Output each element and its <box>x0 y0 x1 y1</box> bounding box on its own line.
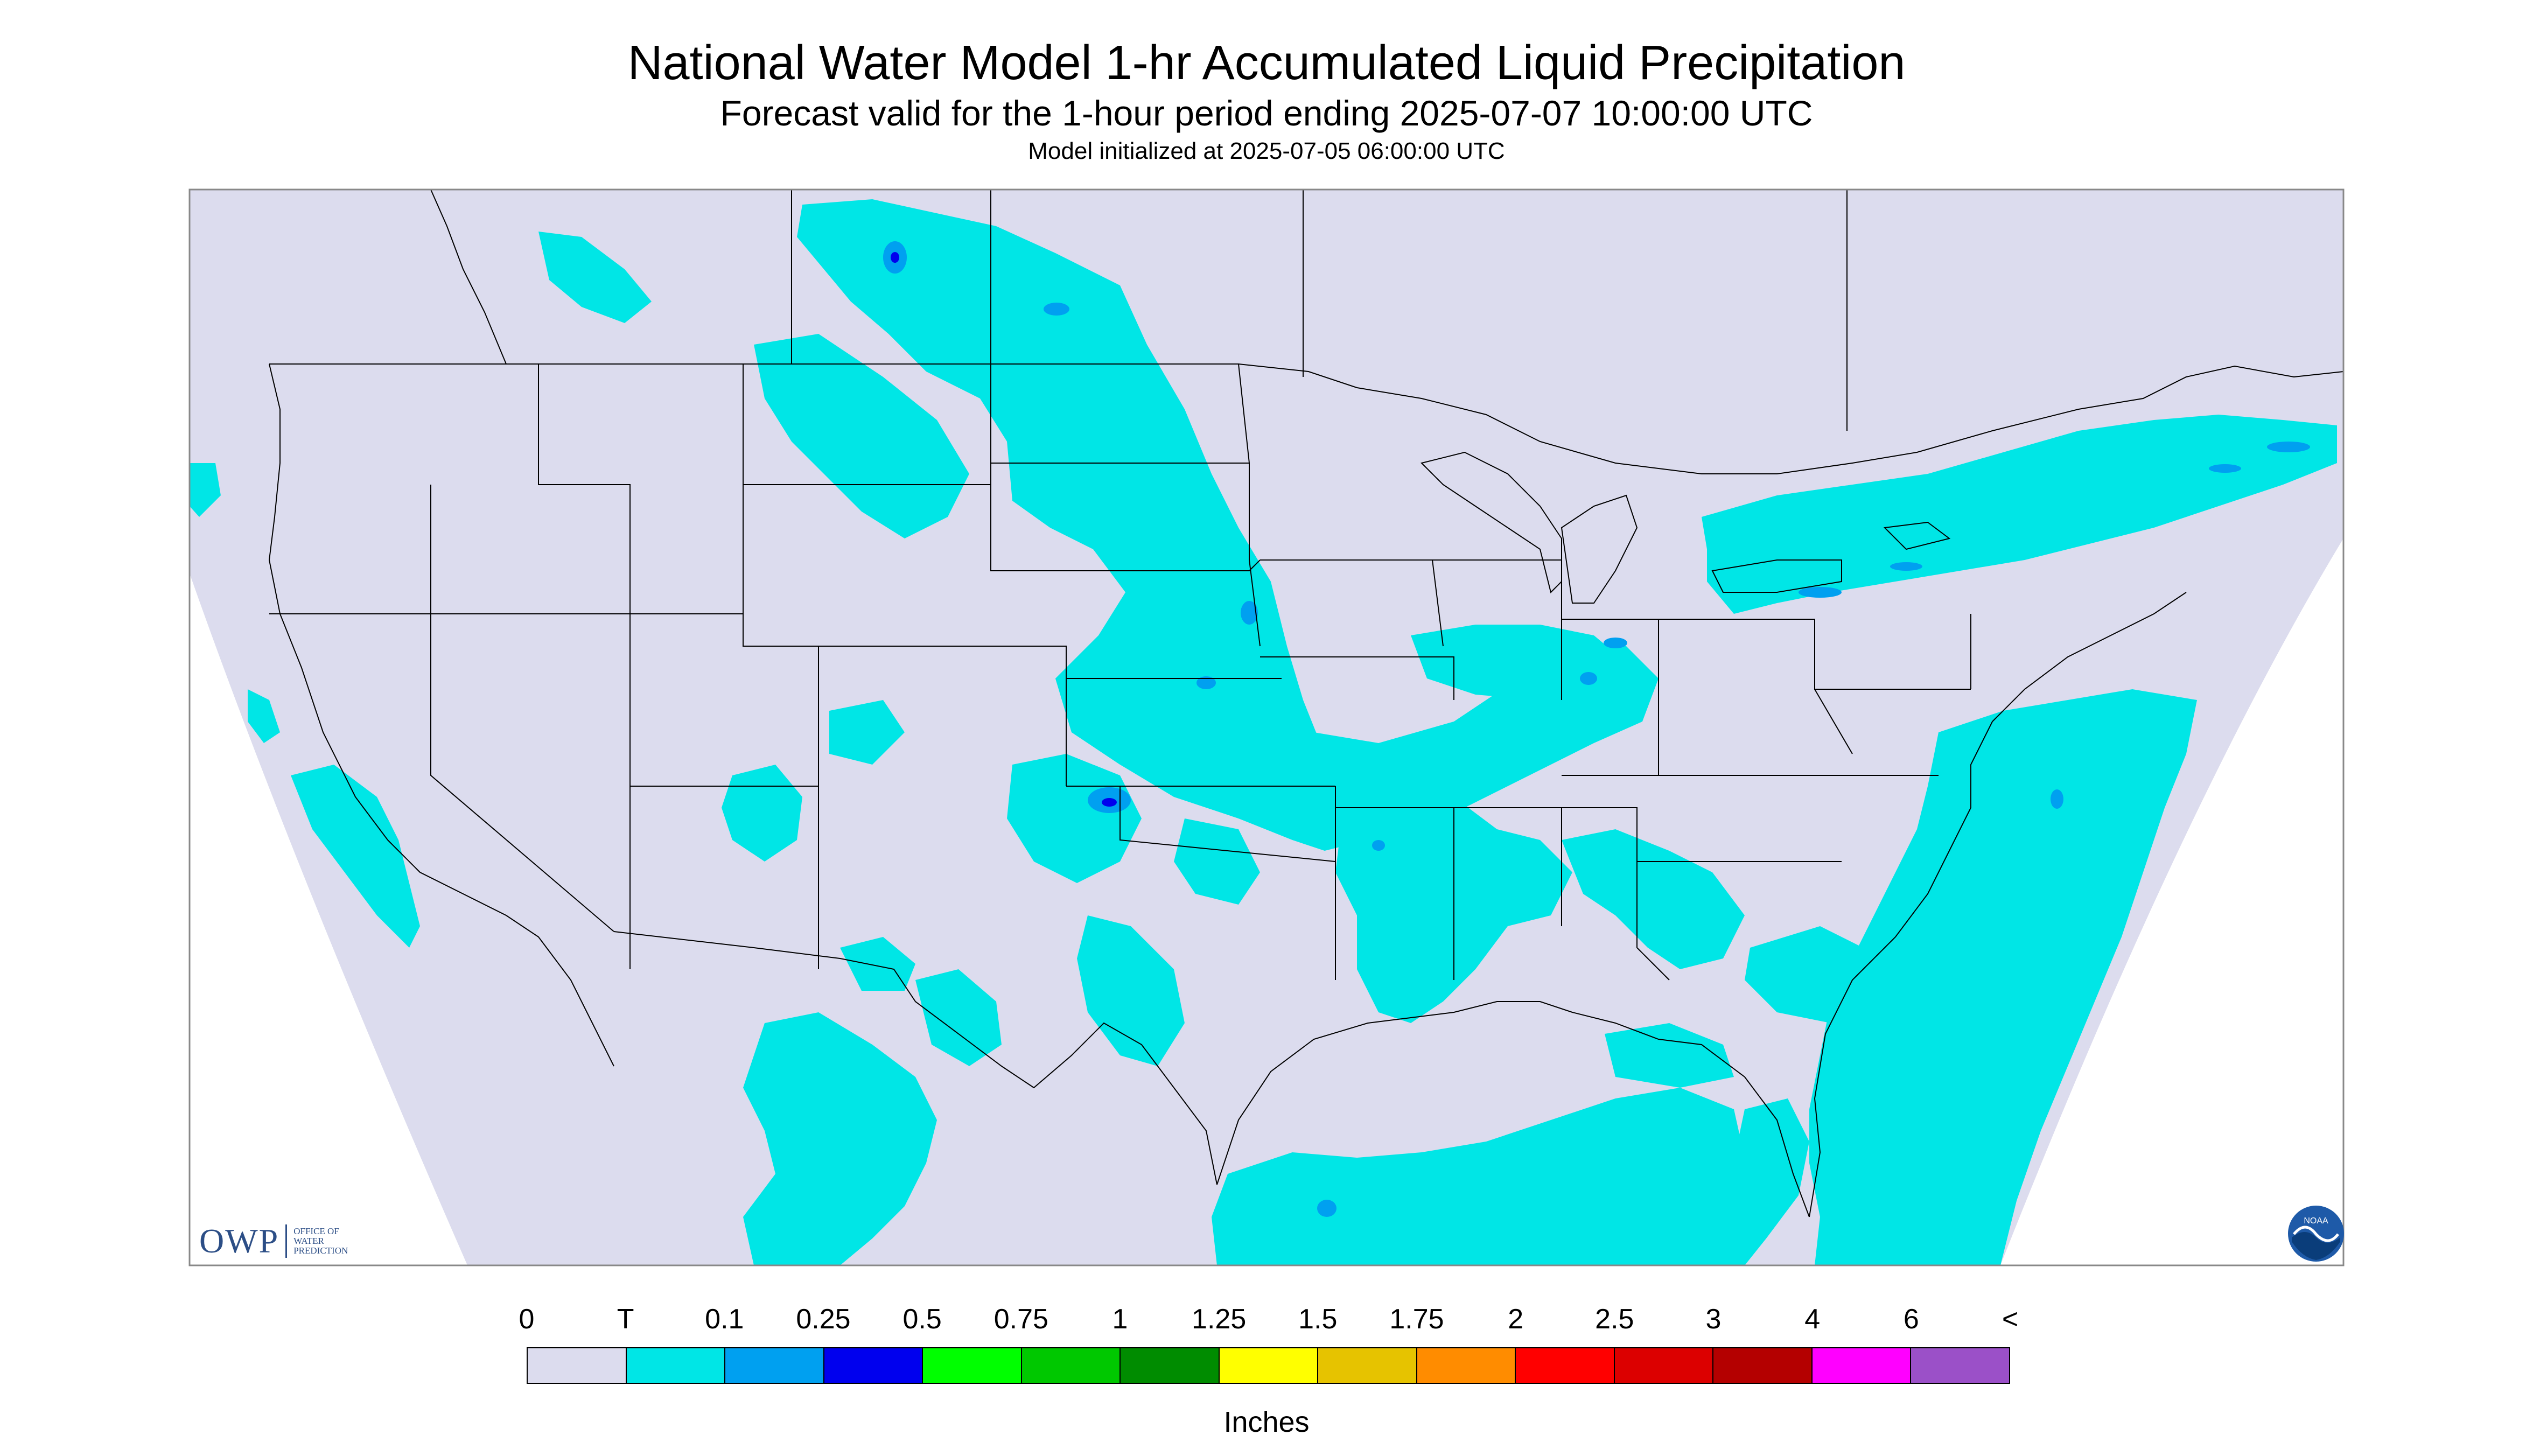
legend-tick-label: 1.5 <box>1298 1304 1338 1335</box>
map-subtitle: Forecast valid for the 1-hour period end… <box>720 93 1813 133</box>
us-canada-border <box>269 363 2344 474</box>
owp-logo-mark: OWP <box>199 1222 279 1260</box>
legend-swatch <box>725 1348 824 1383</box>
model-init-line: Model initialized at 2025-07-05 06:00:00… <box>1028 138 1505 164</box>
noaa-logo: NOAA <box>2288 1206 2344 1262</box>
us-mexico-border <box>613 931 1217 1185</box>
owp-logo-divider <box>285 1224 288 1258</box>
legend-tick-label: 0.5 <box>902 1304 942 1335</box>
outside-left <box>190 573 467 1265</box>
coastline-gulf <box>1216 1001 1810 1217</box>
coastline-west <box>268 363 614 1067</box>
owp-logo-text: OFFICE OF WATER PREDICTION <box>293 1226 348 1256</box>
legend-colorbar <box>527 1347 2010 1384</box>
legend-tick-label: 0.75 <box>993 1304 1048 1335</box>
legend-swatch <box>1516 1348 1615 1383</box>
legend-swatch <box>1219 1348 1319 1383</box>
outside-right <box>2000 538 2343 1265</box>
precip-moderate-areas <box>891 252 1117 807</box>
legend-swatch <box>1812 1348 1912 1383</box>
map-title: National Water Model 1-hr Accumulated Li… <box>627 36 1906 90</box>
legend-tick-label: 6 <box>1903 1304 1919 1335</box>
legend-tick-label: 0.25 <box>796 1304 851 1335</box>
great-lakes <box>1421 451 1951 604</box>
owp-logo: OWP OFFICE OF WATER PREDICTION <box>199 1221 348 1261</box>
legend-swatch <box>1911 1348 2009 1383</box>
legend-swatch <box>1121 1348 1220 1383</box>
legend-tick-label: 2.5 <box>1595 1304 1634 1335</box>
legend-units: Inches <box>1223 1406 1310 1438</box>
svg-text:NOAA: NOAA <box>2304 1216 2328 1226</box>
legend-swatch <box>528 1348 627 1383</box>
boundary-lines <box>268 189 2344 1217</box>
legend-swatch <box>824 1348 923 1383</box>
legend-tick-label: 0.1 <box>705 1304 744 1335</box>
map-frame <box>188 188 2345 1266</box>
legend-tick-label: 3 <box>1705 1304 1722 1335</box>
legend-swatch <box>1614 1348 1714 1383</box>
legend-swatch <box>1417 1348 1516 1383</box>
legend-tick-label: 1.25 <box>1192 1304 1247 1335</box>
legend-tick-label: 0 <box>519 1304 535 1335</box>
legend-swatch <box>1021 1348 1121 1383</box>
legend-tick-label: 2 <box>1508 1304 1524 1335</box>
legend-tick-label: 1 <box>1112 1304 1128 1335</box>
legend-tick-label: < <box>2002 1304 2019 1335</box>
legend-tick-label: T <box>617 1304 634 1335</box>
legend-swatch <box>626 1348 726 1383</box>
legend-tick-label: 4 <box>1804 1304 1821 1335</box>
legend-swatch <box>923 1348 1022 1383</box>
legend-tick-label: 1.75 <box>1389 1304 1444 1335</box>
legend-swatch <box>1713 1348 1813 1383</box>
coastline-atlantic <box>1809 592 2187 1217</box>
legend-swatch <box>1318 1348 1417 1383</box>
canada-provincial-lines <box>430 189 1848 431</box>
precip-trace-areas <box>190 199 2337 1265</box>
state-lines-west <box>269 364 1067 969</box>
